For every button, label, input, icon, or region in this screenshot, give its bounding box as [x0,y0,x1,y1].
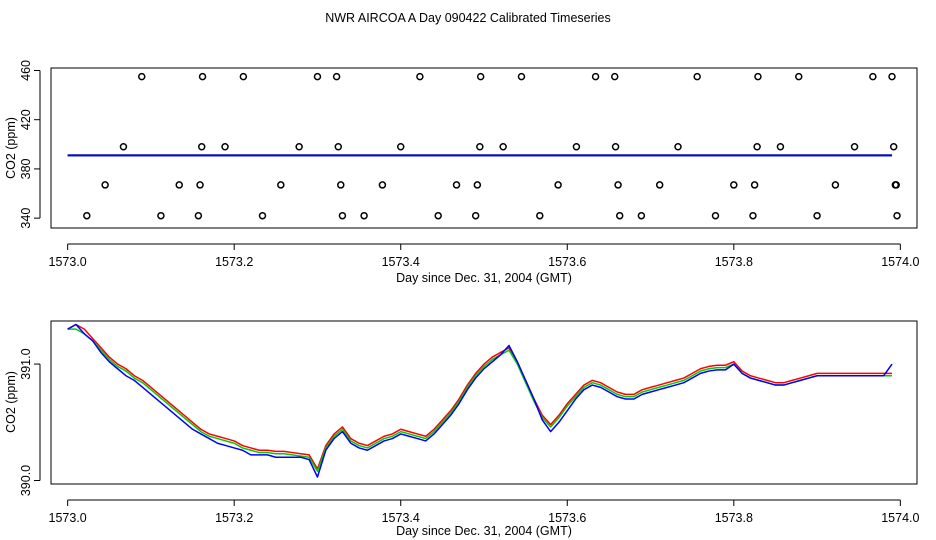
data-point [615,211,624,220]
data-point [754,72,762,81]
data-point [221,143,229,151]
data-point [637,211,646,220]
data-point [476,72,485,81]
y-axis-bottom: 390.0 391.0 [19,348,41,496]
x-tick-label: 1573.4 [382,511,420,525]
data-point [197,143,206,151]
data-point [360,211,368,220]
x-tick-label: 1573.8 [715,255,753,269]
data-point [452,181,461,189]
data-point [194,211,203,220]
data-point [674,143,682,151]
x-tick-label: 1573.6 [548,511,586,525]
y-axis-top: 340 380 420 460 [19,60,41,229]
data-point [753,143,761,151]
data-point [434,211,442,220]
data-point [416,72,424,81]
data-point [338,211,347,220]
plot-frame-top [50,67,918,229]
x-tick-label: 1573.2 [215,255,253,269]
data-point [892,181,900,189]
data-point [591,72,600,81]
data-point [831,181,840,189]
data-point [749,211,757,220]
data-point [101,181,109,189]
data-point [655,181,664,189]
data-point [536,211,544,220]
y-tick-label: 390.0 [19,465,33,496]
data-point [198,72,207,81]
x-axis-top: 1573.0 1573.2 1573.4 1573.6 1573.8 1574.0 [49,243,920,269]
x-tick-label: 1574.0 [881,255,919,269]
data-point [313,72,322,81]
figure-title: NWR AIRCOA A Day 090422 Calibrated Times… [325,11,611,25]
data-point [258,211,267,220]
x-tick-label: 1574.0 [881,511,919,525]
data-point [157,211,165,220]
data-point [175,181,183,189]
y-axis-label-bottom: CO2 (ppm) [4,371,18,433]
x-tick-label: 1573.0 [49,255,87,269]
y-axis-label-top: CO2 (ppm) [4,117,18,179]
data-point [476,143,484,151]
series-line-green [67,328,893,472]
y-tick-label: 391.0 [19,348,33,379]
x-tick-label: 1573.2 [215,511,253,525]
data-point [611,143,620,151]
data-point [554,181,562,189]
data-point [517,72,526,81]
data-point [396,143,405,151]
data-point [795,72,803,81]
x-tick-label: 1573.6 [548,255,586,269]
data-point [378,181,387,189]
x-tick-label: 1573.8 [715,511,753,525]
data-point [196,181,204,189]
data-point [295,143,303,151]
x-axis-bottom: 1573.0 1573.2 1573.4 1573.6 1573.8 1574.0 [49,499,920,525]
series-line-blue [67,323,893,478]
data-point [693,72,701,81]
y-tick-label: 460 [19,60,33,81]
data-point [473,181,482,189]
data-point [83,211,91,220]
y-tick-label: 380 [19,158,33,179]
data-point [334,143,343,151]
data-point [850,143,859,151]
data-point [471,211,480,220]
scatter-points-top [83,72,901,220]
data-point [610,72,619,81]
data-point [119,143,128,151]
y-tick-label: 340 [19,208,33,229]
data-point [869,72,877,81]
data-point [730,181,738,189]
data-point [614,181,622,189]
data-point [337,181,345,189]
data-point [499,143,507,151]
data-point [750,181,759,189]
data-point [239,72,248,81]
data-point [888,72,896,81]
data-point [889,143,898,151]
x-tick-label: 1573.4 [382,255,420,269]
data-point [572,143,581,151]
x-axis-label-top: Day since Dec. 31, 2004 (GMT) [396,271,572,285]
data-point [776,143,785,151]
series-lines-bottom [67,323,893,478]
series-line-red [67,323,893,470]
plot-frame-bottom [50,320,918,485]
data-point [711,211,720,220]
panel-bottom: 1573.0 1573.2 1573.4 1573.6 1573.8 1574.0 390… [4,320,920,538]
panel-top: 1573.0 1573.2 1573.4 1573.6 1573.8 1574.0 340… [4,60,920,285]
data-point [332,72,341,81]
data-point [277,181,285,189]
x-axis-label-bottom: Day since Dec. 31, 2004 (GMT) [396,524,572,538]
y-tick-label: 420 [19,109,33,130]
data-point [138,72,146,81]
x-tick-label: 1573.0 [49,511,87,525]
data-point [813,211,821,220]
data-point [893,211,901,220]
